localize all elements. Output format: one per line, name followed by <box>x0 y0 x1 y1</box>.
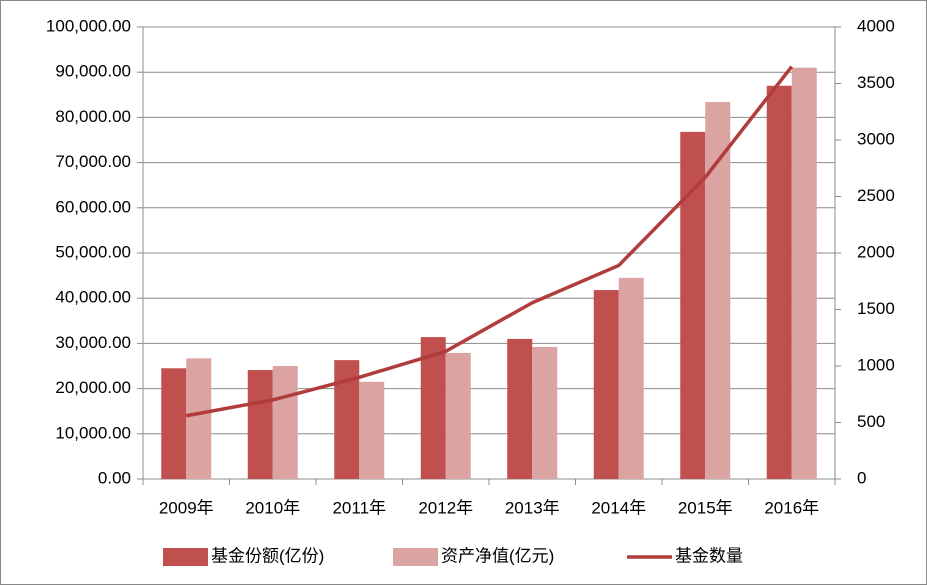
y-tick-label: 80,000.00 <box>55 107 131 126</box>
bar <box>186 358 212 479</box>
bar <box>705 102 731 480</box>
bar <box>359 381 385 479</box>
y-tick-label: 0.00 <box>98 468 131 487</box>
y2-tick-label: 4000 <box>857 16 895 35</box>
y-tick-label: 30,000.00 <box>55 333 131 352</box>
x-tick-label: 2015年 <box>678 498 733 517</box>
legend-label: 基金份额(亿份) <box>211 546 324 565</box>
y-tick-label: 70,000.00 <box>55 152 131 171</box>
bar <box>272 366 298 479</box>
bar <box>680 131 706 479</box>
y2-tick-label: 2500 <box>857 186 895 205</box>
bar <box>420 337 446 479</box>
y2-tick-label: 0 <box>857 468 866 487</box>
bar <box>791 67 817 480</box>
y2-tick-label: 3000 <box>857 129 895 148</box>
bar <box>507 338 533 479</box>
y2-tick-label: 1000 <box>857 355 895 374</box>
bar <box>532 347 558 479</box>
line-series <box>185 65 794 418</box>
y2-tick-label: 1500 <box>857 299 895 318</box>
y2-tick-label: 500 <box>857 412 885 431</box>
y-tick-label: 100,000.00 <box>46 16 131 35</box>
x-tick-label: 2013年 <box>505 498 560 517</box>
y-tick-label: 40,000.00 <box>55 288 131 307</box>
bar <box>445 352 471 479</box>
legend-label: 基金数量 <box>675 546 743 565</box>
x-tick-label: 2016年 <box>764 498 819 517</box>
y-tick-label: 90,000.00 <box>55 62 131 81</box>
bar <box>247 370 273 479</box>
bar <box>766 85 792 479</box>
y-tick-label: 50,000.00 <box>55 242 131 261</box>
x-tick-label: 2010年 <box>245 498 300 517</box>
y2-tick-label: 3500 <box>857 73 895 92</box>
legend-swatch <box>393 548 438 566</box>
bar <box>161 368 187 479</box>
y2-tick-label: 2000 <box>857 242 895 261</box>
bar <box>618 277 644 479</box>
y-tick-label: 60,000.00 <box>55 197 131 216</box>
x-tick-label: 2014年 <box>591 498 646 517</box>
y-tick-label: 20,000.00 <box>55 378 131 397</box>
legend-swatch <box>163 548 208 566</box>
legend-label: 资产净值(亿元) <box>441 546 554 565</box>
bar <box>593 290 619 479</box>
x-tick-label: 2012年 <box>418 498 473 517</box>
x-tick-label: 2009年 <box>159 498 214 517</box>
y-tick-label: 10,000.00 <box>55 423 131 442</box>
x-tick-label: 2011年 <box>332 498 386 517</box>
